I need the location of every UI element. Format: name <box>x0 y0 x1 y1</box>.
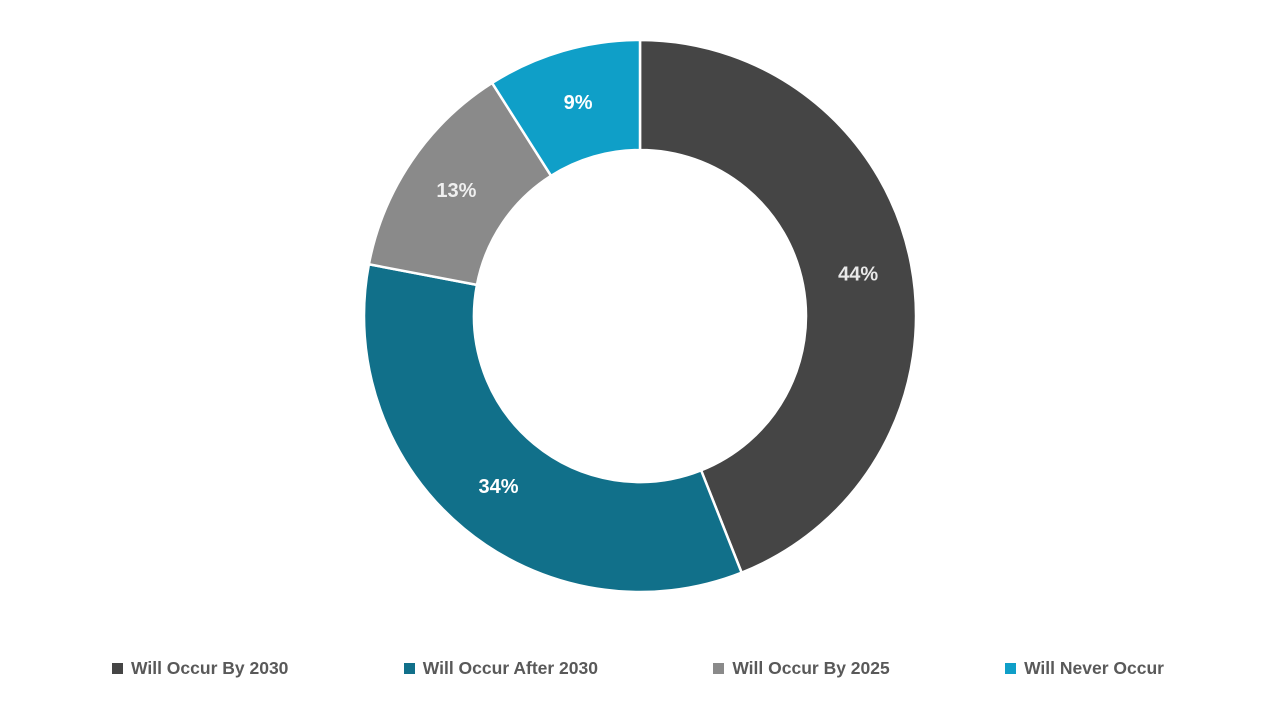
legend-label: Will Occur After 2030 <box>422 658 598 678</box>
slice-value-label-0: 44% <box>838 263 878 285</box>
legend-marker-icon <box>1005 663 1017 675</box>
donut-slice-0 <box>638 38 918 574</box>
legend-item-3: Will Never Occur <box>1005 658 1164 678</box>
slice-value-label-2: 13% <box>436 180 476 202</box>
slice-value-label-3: 9% <box>564 92 593 114</box>
chart-legend: Will Occur By 2030 Will Occur After 2030 W… <box>112 658 1164 678</box>
legend-marker-icon <box>713 663 725 675</box>
legend-label: Will Never Occur <box>1024 658 1164 678</box>
legend-marker-icon <box>403 663 415 675</box>
donut-chart: 44% 34% 13% 9% <box>362 38 918 594</box>
legend-label: Will Occur By 2030 <box>131 658 289 678</box>
legend-item-2: Will Occur By 2025 <box>713 658 890 678</box>
donut-slice-1 <box>362 263 743 594</box>
legend-item-0: Will Occur By 2030 <box>112 658 289 678</box>
legend-label: Will Occur By 2025 <box>732 658 890 678</box>
donut-slice-3 <box>490 38 642 178</box>
legend-marker-icon <box>112 663 123 675</box>
slice-value-label-1: 34% <box>478 476 518 498</box>
legend-item-1: Will Occur After 2030 <box>403 658 598 678</box>
